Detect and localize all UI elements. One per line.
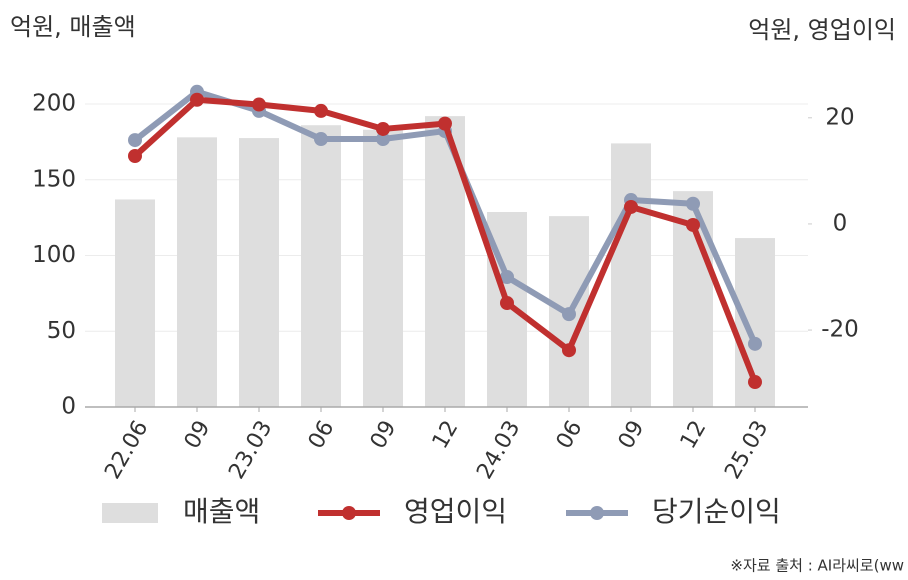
x-tick-label: 23.03 [224, 417, 277, 484]
y-axis-title: 억원, 매출액 [10, 13, 136, 41]
point [562, 343, 576, 358]
x-tick-label: 24.03 [472, 417, 525, 484]
point [438, 116, 452, 131]
x-tick-label: 25.03 [720, 417, 773, 484]
bar [115, 199, 155, 407]
x-tick-label: 09 [180, 417, 216, 454]
point [314, 103, 328, 118]
y-tick-label: 100 [32, 242, 76, 268]
y2-tick-label: 20 [825, 104, 854, 130]
bar [177, 137, 217, 407]
point [686, 217, 700, 232]
legend-marker [590, 506, 604, 520]
point [128, 149, 142, 164]
bar [239, 138, 279, 407]
point [748, 375, 762, 390]
point [686, 196, 700, 211]
point [500, 269, 514, 284]
x-tick-label: 22.06 [100, 417, 153, 484]
point [624, 199, 638, 214]
point [128, 133, 142, 148]
bar [611, 143, 651, 407]
y2-axis-title: 억원, 영업이익 [748, 16, 896, 44]
legend-label: 매출액 [183, 495, 260, 528]
point [252, 97, 266, 112]
point [376, 121, 390, 136]
y-tick-label: 50 [47, 318, 76, 344]
x-tick-label: 06 [552, 417, 588, 454]
point [190, 92, 204, 107]
legend-marker [342, 506, 356, 520]
y-tick-label: 0 [61, 394, 76, 420]
x-tick-label: 12 [428, 417, 464, 454]
point [500, 295, 514, 310]
point [376, 132, 390, 147]
point [748, 336, 762, 351]
legend-swatch [102, 503, 158, 523]
x-tick-label: 06 [304, 417, 340, 454]
x-tick-label: 09 [614, 417, 650, 454]
source-note: ※자료 출처 : AI라씨로(ww [730, 557, 904, 575]
point [314, 132, 328, 147]
y-tick-label: 150 [32, 166, 76, 192]
point [562, 307, 576, 322]
y-tick-label: 200 [32, 91, 76, 117]
legend-label: 당기순이익 [652, 495, 781, 528]
x-tick-label: 09 [366, 417, 402, 454]
y2-tick-label: -20 [821, 317, 859, 343]
y2-tick-label: 0 [833, 210, 848, 236]
legend-label: 영업이익 [404, 495, 507, 528]
x-tick-label: 12 [676, 417, 712, 454]
bar [363, 129, 403, 407]
bar [301, 125, 341, 408]
